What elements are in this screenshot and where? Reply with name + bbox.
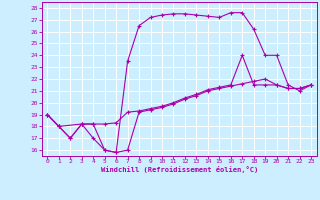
X-axis label: Windchill (Refroidissement éolien,°C): Windchill (Refroidissement éolien,°C) — [100, 166, 258, 173]
